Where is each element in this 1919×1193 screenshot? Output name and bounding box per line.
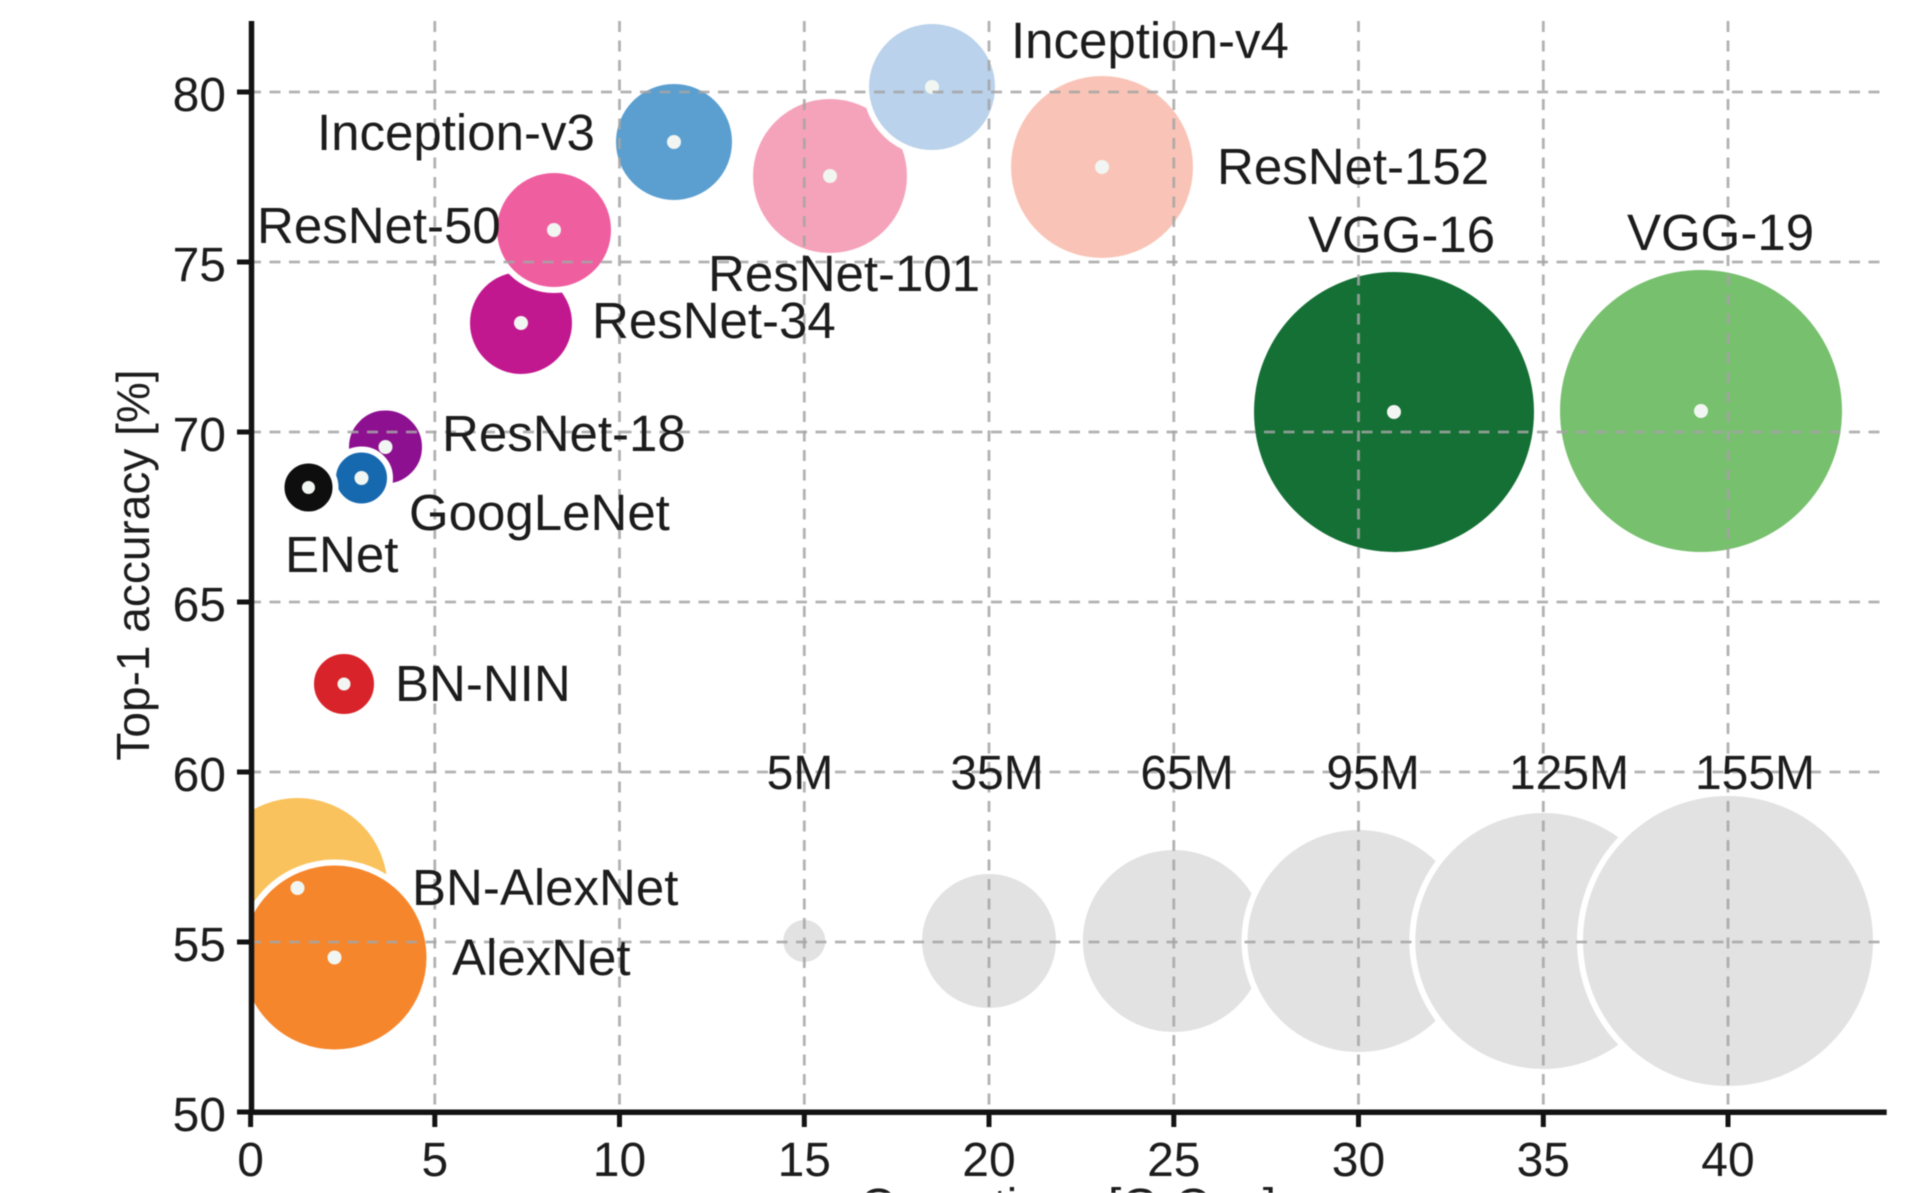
svg-text:ENet: ENet [285, 526, 398, 583]
svg-text:35M: 35M [950, 747, 1043, 800]
svg-text:50: 50 [173, 1089, 226, 1142]
svg-text:5: 5 [421, 1134, 448, 1187]
svg-text:40: 40 [1701, 1134, 1754, 1187]
svg-text:20: 20 [962, 1134, 1015, 1187]
svg-text:10: 10 [593, 1134, 646, 1187]
svg-text:5M: 5M [767, 747, 834, 800]
svg-text:75: 75 [173, 239, 226, 292]
svg-text:80: 80 [173, 69, 226, 122]
svg-text:ResNet-50: ResNet-50 [257, 197, 501, 254]
svg-text:30: 30 [1332, 1134, 1385, 1187]
svg-text:35: 35 [1517, 1134, 1570, 1187]
svg-text:65: 65 [173, 579, 226, 632]
svg-text:60: 60 [173, 749, 226, 802]
svg-text:Top-1 accuracy [%]: Top-1 accuracy [%] [107, 369, 159, 760]
svg-text:70: 70 [173, 409, 226, 462]
svg-text:ResNet-18: ResNet-18 [442, 405, 686, 462]
svg-text:BN-AlexNet: BN-AlexNet [412, 859, 678, 916]
svg-text:155M: 155M [1695, 747, 1815, 800]
svg-text:ResNet-101: ResNet-101 [708, 245, 980, 302]
svg-text:GoogLeNet: GoogLeNet [409, 484, 670, 541]
svg-text:125M: 125M [1509, 747, 1629, 800]
svg-text:ResNet-34: ResNet-34 [592, 292, 836, 349]
svg-text:Inception-v4: Inception-v4 [1011, 12, 1289, 69]
svg-text:95M: 95M [1326, 747, 1419, 800]
svg-text:0: 0 [237, 1134, 264, 1187]
svg-text:VGG-19: VGG-19 [1627, 204, 1814, 261]
svg-text:ResNet-152: ResNet-152 [1217, 138, 1489, 195]
svg-text:AlexNet: AlexNet [452, 929, 631, 986]
svg-text:15: 15 [778, 1134, 831, 1187]
svg-text:Inception-v3: Inception-v3 [317, 104, 595, 161]
svg-text:VGG-16: VGG-16 [1308, 206, 1495, 263]
svg-text:BN-NIN: BN-NIN [395, 655, 571, 712]
svg-text:55: 55 [173, 919, 226, 972]
svg-text:65M: 65M [1140, 747, 1233, 800]
svg-text:25: 25 [1147, 1134, 1200, 1187]
svg-text:Operations [G-Ops]: Operations [G-Ops] [860, 1180, 1276, 1193]
